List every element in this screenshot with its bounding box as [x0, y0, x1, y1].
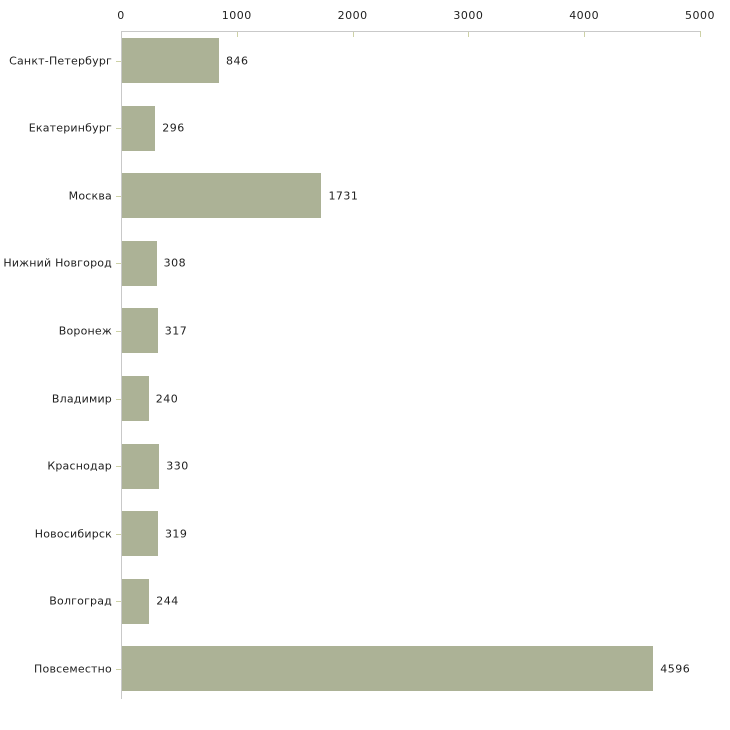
- bar: [121, 105, 156, 151]
- value-label: 296: [162, 121, 185, 135]
- bar: [121, 646, 654, 692]
- x-axis-tick-mark: [700, 31, 701, 37]
- category-label: Санкт-Петербург: [9, 54, 112, 67]
- category-label: Москва: [68, 189, 112, 203]
- x-axis-tick-mark: [352, 31, 354, 37]
- value-label: 240: [155, 392, 179, 405]
- category-label: Екатеринбург: [28, 121, 112, 135]
- x-axis-tick-label: 1000: [221, 9, 252, 22]
- bar: [121, 511, 158, 557]
- category-label: Владимир: [51, 392, 112, 405]
- value-label: 330: [166, 459, 189, 473]
- value-label: 244: [156, 594, 179, 608]
- category-label: Новосибирск: [34, 527, 112, 541]
- value-label: 308: [163, 256, 187, 270]
- category-label: Нижний Новгород: [3, 256, 112, 270]
- value-label: 4596: [660, 662, 691, 676]
- x-axis-tick-label: 5000: [685, 9, 715, 22]
- y-axis-tick-mark: [116, 330, 121, 332]
- bar: [121, 173, 322, 219]
- y-axis-tick-mark: [116, 128, 121, 130]
- bar: [121, 308, 158, 354]
- y-axis-line: [121, 31, 122, 699]
- y-axis-tick-mark: [116, 60, 121, 62]
- x-axis-tick-label: 0: [117, 9, 125, 22]
- y-axis-tick-mark: [116, 668, 121, 670]
- value-label: 846: [225, 54, 249, 67]
- y-axis-tick-mark: [116, 601, 121, 603]
- bar: [121, 443, 160, 489]
- x-axis-tick-label: 3000: [453, 9, 484, 22]
- x-axis-tick-mark: [468, 31, 470, 37]
- x-axis-tick-mark: [236, 31, 238, 37]
- category-label: Краснодар: [47, 459, 112, 473]
- y-axis-tick-mark: [116, 195, 121, 197]
- y-axis-tick-mark: [116, 533, 121, 535]
- value-label: 1731: [328, 189, 359, 203]
- y-axis-tick-mark: [116, 398, 121, 400]
- x-axis-tick-label: 2000: [337, 9, 368, 22]
- x-axis-tick-mark: [584, 31, 586, 37]
- x-axis-line: [121, 31, 700, 32]
- category-label: Воронеж: [58, 324, 112, 338]
- value-label: 319: [164, 527, 188, 541]
- category-label: Повсеместно: [34, 662, 112, 676]
- bar: [121, 578, 150, 624]
- x-axis-tick-label: 4000: [569, 9, 600, 22]
- category-label: Волгоград: [49, 594, 112, 608]
- y-axis-tick-mark: [116, 466, 121, 468]
- bar: [121, 240, 157, 286]
- bar: [121, 376, 149, 421]
- bar: [121, 38, 219, 83]
- value-label: 317: [164, 324, 188, 338]
- y-axis-tick-mark: [116, 263, 121, 265]
